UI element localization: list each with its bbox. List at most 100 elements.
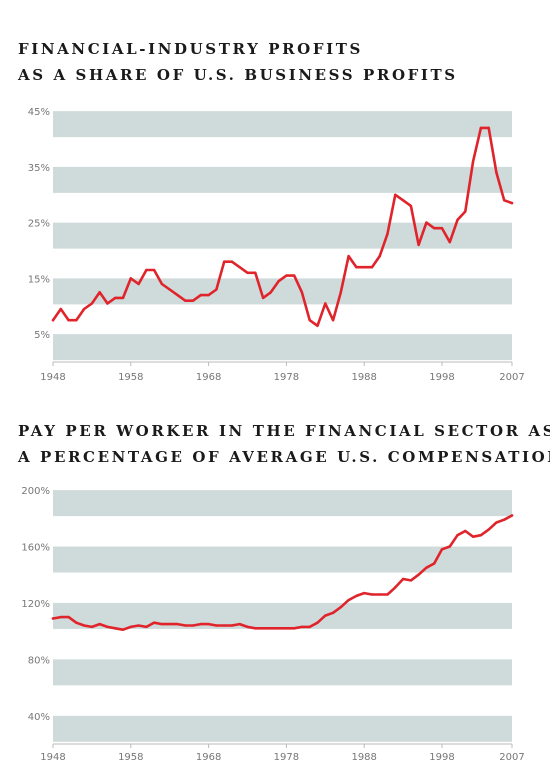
data-point <box>191 624 195 627</box>
data-point <box>324 302 327 305</box>
data-point <box>269 627 273 630</box>
data-point <box>464 529 467 533</box>
data-point <box>347 598 350 602</box>
data-point <box>246 271 249 275</box>
data-point <box>176 622 179 626</box>
data-point <box>487 126 490 130</box>
data-point <box>510 201 514 205</box>
data-point <box>285 627 288 630</box>
data-point <box>246 625 249 629</box>
data-point <box>121 296 125 300</box>
data-point <box>199 622 203 626</box>
x-tick-label: 1988 <box>351 372 376 383</box>
y-tick-label: 15% <box>28 274 50 285</box>
data-point <box>230 260 234 263</box>
data-point <box>378 254 381 258</box>
data-point <box>261 627 265 630</box>
data-point <box>59 615 62 619</box>
data-point <box>90 302 94 305</box>
x-tick-label: 1978 <box>274 372 299 383</box>
data-point <box>425 221 428 224</box>
x-tick-label: 1958 <box>118 372 143 383</box>
data-point <box>75 621 78 624</box>
profits-share-chart: 5% 15% 25% 35% 45% 1948 1958 1968 1978 1988 1998 20… <box>28 107 525 383</box>
data-point <box>277 279 280 283</box>
data-point <box>378 593 381 596</box>
data-point <box>207 293 210 297</box>
y-tick-label: 120% <box>21 599 50 610</box>
data-point <box>347 254 350 258</box>
data-point <box>331 318 335 322</box>
chart-2-title-line-2: A PERCENTAGE OF AVERAGE U.S. COMPENSATIO… <box>18 448 550 466</box>
data-point <box>355 266 358 269</box>
data-point <box>308 318 311 322</box>
data-point <box>82 624 86 627</box>
data-point <box>199 293 203 297</box>
data-point <box>386 232 389 235</box>
y-tick-label: 200% <box>21 486 50 497</box>
data-point <box>495 171 498 174</box>
data-point <box>479 534 483 537</box>
y-tick-label: 45% <box>28 107 50 118</box>
data-point <box>471 535 475 538</box>
x-tick-label: 1948 <box>40 752 65 763</box>
data-point <box>503 199 506 202</box>
data-point <box>308 625 311 629</box>
data-point <box>331 611 335 615</box>
grid-band <box>53 659 512 686</box>
data-point <box>324 614 327 617</box>
data-point <box>503 518 506 521</box>
data-point <box>394 586 397 589</box>
data-point <box>230 624 234 627</box>
data-point <box>362 266 366 269</box>
x-tick-label: 2007 <box>499 372 524 383</box>
x-tick-label: 1948 <box>40 372 65 383</box>
data-point <box>339 605 343 609</box>
series-line <box>51 514 514 632</box>
data-point <box>98 622 101 626</box>
data-point <box>285 274 288 277</box>
data-point <box>440 548 444 551</box>
chart-1-title-line-2: AS A SHARE OF U.S. BUSINESS PROFITS <box>18 66 458 84</box>
x-tick-label: 1978 <box>274 752 299 763</box>
data-point <box>370 593 374 596</box>
data-point <box>362 591 366 595</box>
data-point <box>401 577 405 581</box>
data-point <box>456 218 459 222</box>
data-point <box>495 521 498 524</box>
data-point <box>114 627 117 630</box>
data-point <box>75 318 78 322</box>
data-point <box>417 243 420 247</box>
grid-band <box>53 334 512 361</box>
data-point <box>456 534 459 537</box>
data-point <box>207 622 210 626</box>
data-point <box>417 573 420 576</box>
data-point <box>176 293 179 297</box>
data-point <box>98 291 101 294</box>
data-point <box>316 621 319 624</box>
data-point <box>300 625 304 629</box>
y-tick-label: 35% <box>28 163 50 174</box>
data-point <box>409 579 413 582</box>
data-point <box>316 324 319 327</box>
data-point <box>425 566 428 569</box>
x-tick-label: 2007 <box>499 752 524 763</box>
x-tick-label: 1998 <box>429 372 454 383</box>
data-point <box>67 615 70 619</box>
data-point <box>152 268 156 272</box>
data-point <box>487 528 490 531</box>
y-tick-label: 25% <box>28 219 50 230</box>
grid-band <box>53 111 512 138</box>
data-point <box>145 268 148 272</box>
chart-2-title: PAY PER WORKER IN THE FINANCIAL SECTOR A… <box>18 418 550 470</box>
data-point <box>67 318 70 322</box>
data-point <box>254 271 257 275</box>
data-point <box>129 625 132 629</box>
data-point <box>106 625 109 629</box>
data-point <box>191 299 195 302</box>
chart-1-title-line-1: FINANCIAL-INDUSTRY PROFITS <box>18 40 363 58</box>
x-tick-label: 1968 <box>196 372 221 383</box>
data-point <box>292 274 296 277</box>
grid-band <box>53 166 512 193</box>
